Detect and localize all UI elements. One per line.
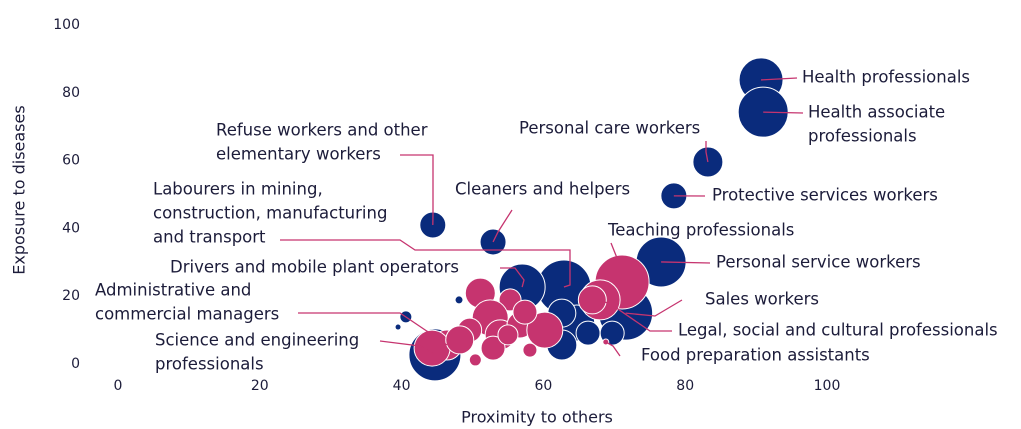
annotation: Personal service workers (716, 253, 921, 272)
pointer-line (661, 261, 711, 264)
pointer-line (379, 340, 436, 356)
pointer-line (400, 154, 434, 226)
x-tick-label: 40 (393, 378, 411, 394)
bubble (480, 335, 506, 361)
pointer-line (280, 239, 571, 288)
x-tick-label: 80 (676, 378, 694, 394)
annotation: Refuse workers and other (216, 121, 428, 140)
annotation: construction, manufacturing (153, 204, 387, 223)
x-axis-title: Proximity to others (461, 408, 613, 427)
annotation: Health professionals (802, 68, 970, 87)
annotation: Drivers and mobile plant operators (170, 258, 459, 277)
bubble (526, 311, 564, 349)
annotation: Sales workers (705, 290, 819, 309)
pointer-line (500, 267, 525, 288)
bubble (512, 299, 538, 325)
x-tick-label: 0 (114, 378, 123, 394)
bubble (497, 324, 519, 346)
x-tick-label: 100 (814, 378, 841, 394)
annotation: Cleaners and helpers (455, 180, 630, 199)
bubble (575, 320, 601, 346)
pointer-line (298, 312, 448, 346)
pointer-line (599, 299, 672, 332)
x-tick-label: 20 (251, 378, 269, 394)
annotation: and transport (153, 228, 266, 247)
pointer-line (605, 341, 621, 357)
pointer-line (761, 77, 798, 81)
pointer-line (492, 209, 513, 243)
bubble (445, 325, 475, 355)
y-axis-title: Exposure to diseases (10, 105, 29, 274)
y-tick-label: 0 (71, 356, 80, 372)
annotation: Teaching professionals (607, 221, 794, 240)
annotation: professionals (155, 355, 264, 374)
bubble (468, 353, 482, 367)
annotation: Personal care workers (519, 119, 700, 138)
bubble (394, 323, 402, 331)
annotation: Food preparation assistants (641, 346, 870, 365)
annotation: commercial managers (95, 305, 279, 324)
annotation: Administrative and (95, 281, 251, 300)
pointer-line (763, 111, 804, 114)
y-tick-label: 60 (62, 153, 80, 169)
y-tick-label: 20 (62, 288, 80, 304)
annotation: professionals (808, 127, 917, 146)
x-tick-label: 60 (534, 378, 552, 394)
pointer-line (705, 141, 709, 163)
pointer-line (610, 242, 623, 283)
pointer-line (625, 299, 683, 317)
annotation: Protective services workers (712, 186, 938, 205)
annotation: Labourers in mining, (153, 180, 323, 199)
bubble (413, 329, 451, 367)
annotation: Health associate (808, 103, 945, 122)
y-tick-label: 80 (62, 85, 80, 101)
annotation: Science and engineering (155, 331, 359, 350)
annotation: elementary workers (216, 145, 381, 164)
y-tick-label: 40 (62, 220, 80, 236)
bubble (577, 285, 607, 315)
bubble (454, 295, 464, 305)
y-tick-label: 100 (53, 17, 80, 33)
annotation: Legal, social and cultural professionals (678, 321, 998, 340)
bubble (522, 342, 538, 358)
